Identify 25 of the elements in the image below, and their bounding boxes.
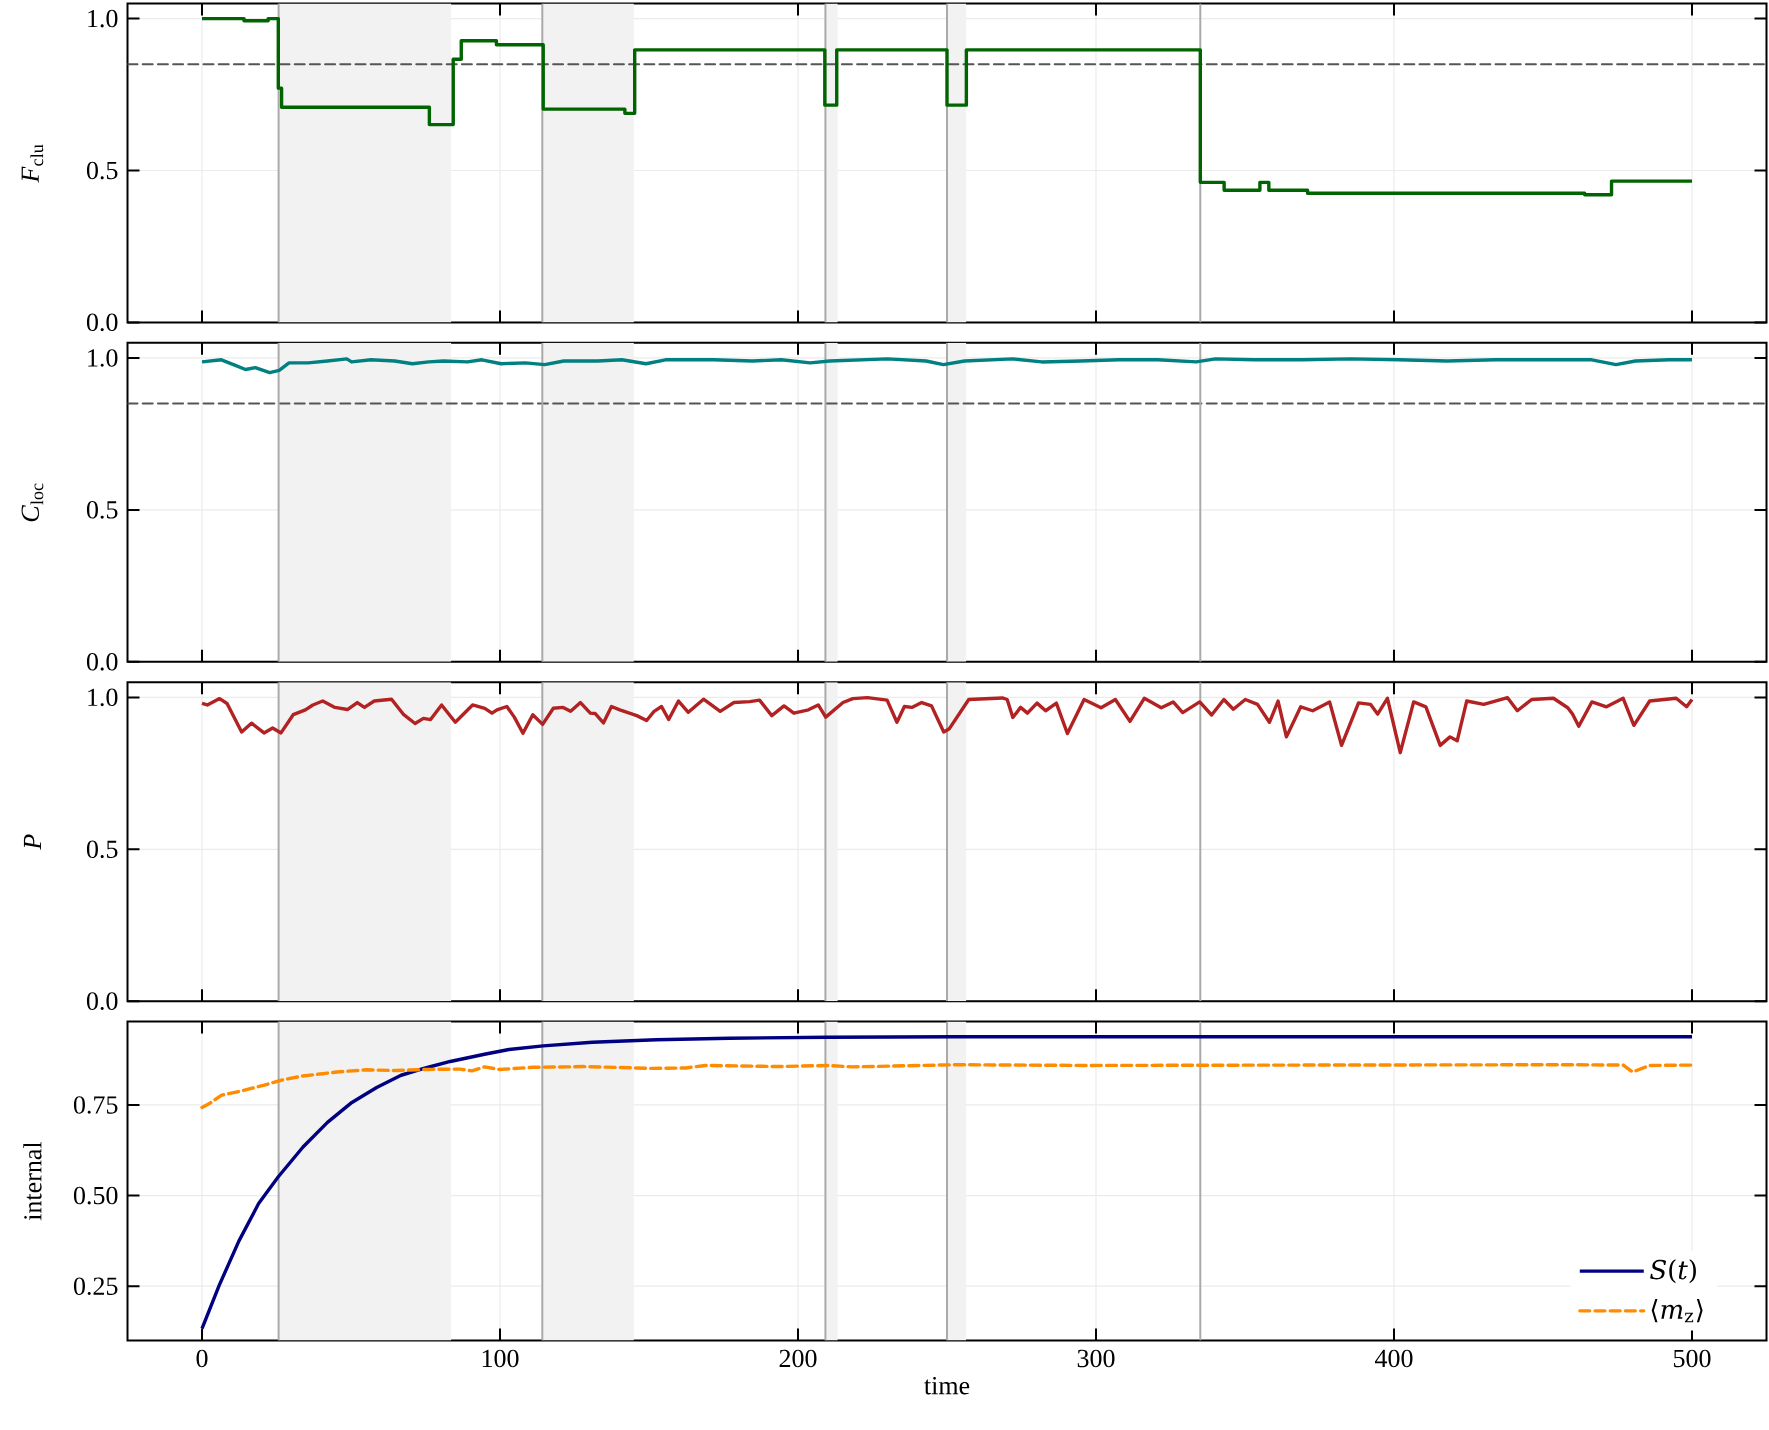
x-axis-title: time: [924, 1376, 970, 1395]
y-tick-label: 0.25: [73, 1277, 118, 1296]
y-tick-label: 0.50: [73, 1186, 118, 1205]
legend-label: ⟨m$_{z}$⟩: [1651, 1298, 1703, 1323]
legend-label: S(t): [1650, 1259, 1696, 1284]
x-tick-label: 300: [1077, 1349, 1115, 1368]
x-tick-label: 400: [1375, 1349, 1413, 1368]
y-tick-label: 0.75: [73, 1096, 118, 1114]
y-tick-label: 1.0: [88, 349, 118, 367]
y-tick-label: 0.0: [86, 313, 118, 332]
y-tick-label: 1.0: [88, 9, 118, 28]
y-tick-label: 0.5: [86, 161, 118, 180]
y-tick-label: 0.5: [86, 840, 118, 859]
x-tick-label: 200: [779, 1349, 817, 1368]
y-axis-title: P: [23, 834, 41, 850]
y-axis-title: C$_{loc}$: [21, 483, 44, 522]
y-tick-label: 1.0: [88, 688, 118, 707]
x-tick-label: 500: [1674, 1349, 1711, 1368]
y-tick-label: 0.0: [86, 992, 118, 1011]
y-tick-label: 0.5: [86, 501, 118, 519]
x-tick-label: 0: [196, 1349, 208, 1368]
y-tick-label: 0.0: [86, 652, 118, 671]
y-axis-title: internal: [23, 1141, 42, 1221]
y-axis-title: F$_{clu}$: [21, 144, 44, 183]
x-tick-label: 100: [482, 1349, 519, 1368]
